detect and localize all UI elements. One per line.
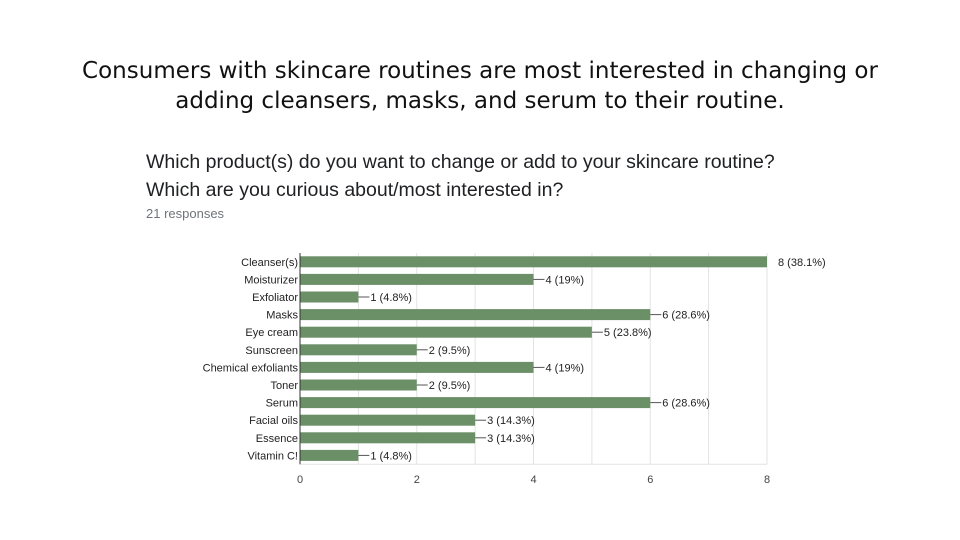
value-label: 5 (23.8%) (604, 327, 652, 339)
category-label: Chemical exfoliants (203, 362, 299, 374)
value-label: 2 (9.5%) (429, 380, 471, 392)
category-label: Cleanser(s) (241, 257, 298, 269)
category-label: Masks (266, 310, 298, 322)
category-label: Eye cream (245, 327, 298, 339)
slide-headline: Consumers with skincare routines are mos… (0, 56, 960, 116)
bar (300, 432, 476, 444)
category-label: Essence (256, 433, 298, 445)
question-title: Which product(s) do you want to change o… (146, 148, 775, 204)
value-label: 6 (28.6%) (662, 310, 710, 322)
category-label: Toner (270, 380, 298, 392)
value-label: 3 (14.3%) (487, 415, 535, 427)
x-tick-label: 0 (297, 474, 303, 486)
value-label: 3 (14.3%) (487, 433, 535, 445)
value-label: 8 (38.1%) (778, 257, 826, 269)
value-label: 2 (9.5%) (429, 345, 471, 357)
x-tick-label: 2 (414, 474, 420, 486)
headline-line-2: adding cleansers, masks, and serum to th… (175, 88, 785, 114)
question-line-2: Which are you curious about/most interes… (146, 179, 564, 201)
value-label: 4 (19%) (546, 362, 585, 374)
value-label: 4 (19%) (546, 274, 585, 286)
value-label: 6 (28.6%) (662, 398, 710, 410)
bar (300, 326, 592, 338)
headline-line-1: Consumers with skincare routines are mos… (82, 58, 878, 84)
value-label: 1 (4.8%) (370, 292, 412, 304)
category-label: Sunscreen (245, 345, 298, 357)
x-tick-label: 4 (530, 474, 536, 486)
question-line-1: Which product(s) do you want to change o… (146, 151, 775, 173)
bar (300, 361, 534, 373)
value-label: 1 (4.8%) (370, 450, 412, 462)
bar (300, 449, 359, 461)
category-label: Serum (266, 398, 298, 410)
bar (300, 291, 359, 303)
bar (300, 379, 417, 391)
x-tick-label: 8 (764, 474, 770, 486)
category-label: Exfoliator (252, 292, 298, 304)
bar (300, 397, 651, 409)
category-label: Facial oils (249, 415, 298, 427)
category-label: Moisturizer (244, 274, 298, 286)
bar (300, 309, 651, 321)
x-tick-label: 6 (647, 474, 653, 486)
bar (300, 256, 767, 268)
bar (300, 414, 476, 426)
bar (300, 344, 417, 356)
category-label: Vitamin C! (247, 450, 298, 462)
bar (300, 273, 534, 285)
response-count: 21 responses (146, 206, 225, 221)
